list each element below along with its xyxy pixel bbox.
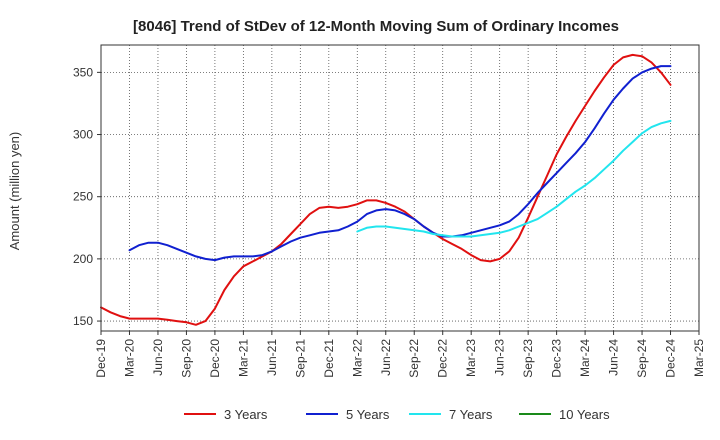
y-tick-label: 150 [73,314,93,328]
y-axis-label: Amount (million yen) [7,132,22,251]
x-tick-label: Mar-21 [236,339,250,377]
x-tick-label: Jun-24 [607,339,621,376]
x-tick-label: Mar-25 [692,339,706,377]
x-tick-label: Sep-21 [293,339,307,378]
x-tick-label: Mar-22 [350,339,364,377]
y-tick-label: 300 [73,128,93,142]
chart-title: [8046] Trend of StDev of 12-Month Moving… [133,18,619,35]
legend-label: 3 Years [224,407,268,422]
x-tick-label: Mar-24 [578,339,592,377]
x-tick-label: Jun-22 [379,339,393,376]
series-line-3-years [100,53,672,326]
series-group [100,53,672,326]
x-tick-label: Sep-24 [635,339,649,378]
x-tick-label: Dec-23 [550,339,564,378]
x-tick-label: Dec-22 [436,339,450,378]
x-axis: Dec-19 Mar-20 Jun-20 Sep-20 Dec-20 Mar-21 Jun-… [94,331,706,378]
x-tick-label: Dec-24 [664,339,678,378]
x-tick-label: Jun-21 [265,339,279,376]
series-line-7-years [356,119,672,238]
x-tick-label: Sep-20 [179,339,193,378]
x-tick-label: Dec-21 [322,339,336,378]
x-tick-label: Dec-20 [208,339,222,378]
legend: 3 Years 5 Years 7 Years 10 Years [184,407,610,422]
legend-label: 10 Years [559,407,610,422]
x-tick-label: Jun-23 [493,339,507,376]
x-tick-label: Mar-20 [122,339,136,377]
x-tick-label: Dec-19 [94,339,108,378]
series-line-5-years [128,65,672,262]
y-axis: 150 200 250 300 350 [73,65,101,328]
x-tick-label: Sep-23 [521,339,535,378]
legend-label: 7 Years [449,407,493,422]
y-tick-label: 200 [73,252,93,266]
legend-label: 5 Years [346,407,390,422]
x-tick-label: Jun-20 [151,339,165,376]
plot-frame [100,44,700,332]
y-tick-label: 250 [73,190,93,204]
x-tick-label: Sep-22 [407,339,421,378]
grid [100,45,700,331]
y-tick-label: 350 [73,65,93,79]
x-tick-label: Mar-23 [464,339,478,377]
